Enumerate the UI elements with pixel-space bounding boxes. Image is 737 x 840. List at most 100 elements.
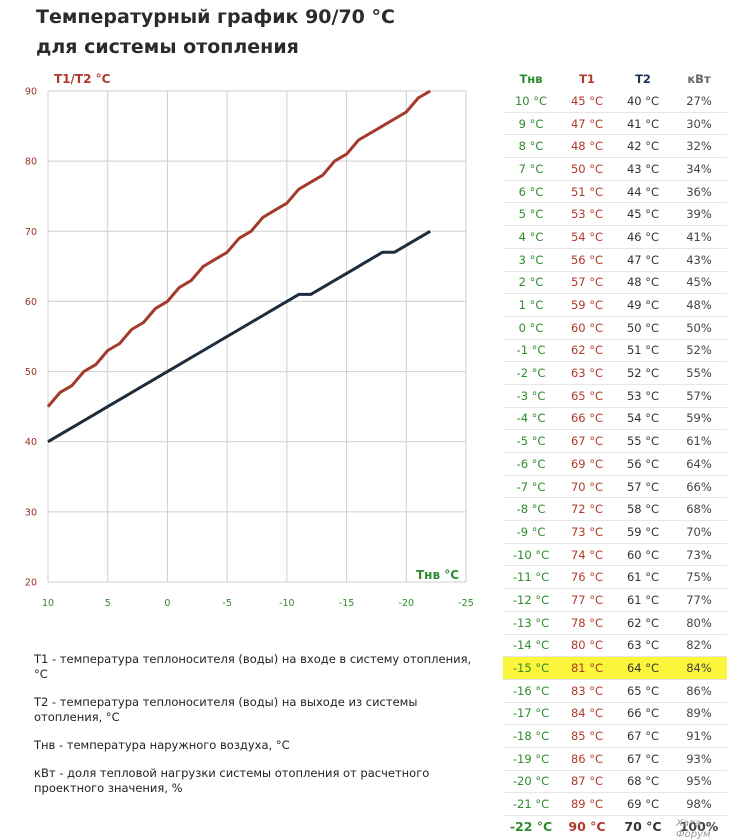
cell-t2: 40 °С xyxy=(615,90,671,113)
cell-kw: 32% xyxy=(671,134,727,159)
cell-t2: 52 °С xyxy=(615,361,671,385)
cell-kw: 50% xyxy=(671,316,727,340)
cell-kw: 91% xyxy=(671,724,727,748)
y-tick-label: 90 xyxy=(25,87,37,98)
cell-t1: 69 °С xyxy=(559,452,615,476)
cell-t2: 44 °С xyxy=(615,180,671,204)
table-row: 3 °С 56 °С 47 °С 43% xyxy=(503,248,727,272)
cell-t1: 70 °С xyxy=(559,475,615,499)
table-row: -20 °С 87 °С 68 °С 95% xyxy=(503,770,727,794)
cell-kw: 59% xyxy=(671,407,727,431)
table-row: -8 °С 72 °С 58 °С 68% xyxy=(503,497,727,522)
table-row: -11 °С 76 °С 61 °С 75% xyxy=(503,565,727,590)
table-row: -21 °С 89 °С 69 °С 98% xyxy=(503,792,727,816)
cell-tnv: -15 °С xyxy=(503,656,559,680)
y-tick-label: 80 xyxy=(25,157,37,168)
cell-tnv: -7 °С xyxy=(503,475,559,499)
cell-kw: 80% xyxy=(671,611,727,635)
cell-kw: 98% xyxy=(671,792,727,816)
table-row: 10 °С 45 °С 40 °С 27% xyxy=(503,90,727,113)
cell-t1: 74 °С xyxy=(559,543,615,567)
cell-t1: 80 °С xyxy=(559,634,615,658)
cell-t2: 57 °С xyxy=(615,475,671,499)
cell-tnv: 1 °С xyxy=(503,293,559,317)
cell-kw: 70% xyxy=(671,520,727,544)
cell-tnv: -9 °С xyxy=(503,520,559,544)
cell-kw: 48% xyxy=(671,293,727,317)
table-row: -13 °С 78 °С 62 °С 80% xyxy=(503,611,727,635)
chart-grid xyxy=(47,90,467,583)
y-tick-label: 60 xyxy=(25,297,37,308)
cell-t2: 53 °С xyxy=(615,384,671,408)
table-row: 8 °С 48 °С 42 °С 32% xyxy=(503,134,727,159)
header-tnv: Тнв xyxy=(519,72,543,86)
cell-t2: 46 °С xyxy=(615,225,671,249)
legend-item-kw: кВт - доля тепловой нагрузки системы ото… xyxy=(34,766,430,795)
cell-t1: 77 °С xyxy=(559,588,615,612)
y-tick-label: 70 xyxy=(25,227,37,238)
cell-kw: 36% xyxy=(671,180,727,204)
cell-tnv: 3 °С xyxy=(503,248,559,272)
cell-t2: 70 °С xyxy=(624,819,662,835)
y-tick-label: 20 xyxy=(25,578,37,589)
cell-t1: 90 °С xyxy=(568,819,606,835)
table-row: 9 °С 47 °С 41 °С 30% xyxy=(503,112,727,136)
cell-t2: 64 °С xyxy=(615,656,671,680)
cell-kw: 73% xyxy=(671,543,727,567)
cell-tnv: -4 °С xyxy=(503,407,559,431)
table-row: -1 °С 62 °С 51 °С 52% xyxy=(503,339,727,363)
x-tick-label: -10 xyxy=(279,598,295,609)
cell-t1: 72 °С xyxy=(559,497,615,522)
cell-t2: 47 °С xyxy=(615,248,671,272)
table-row: 2 °С 57 °С 48 °С 45% xyxy=(503,271,727,295)
table-row: -12 °С 77 °С 61 °С 77% xyxy=(503,588,727,612)
table-row: -7 °С 70 °С 57 °С 66% xyxy=(503,475,727,499)
cell-tnv: -20 °С xyxy=(503,770,559,794)
cell-kw: 93% xyxy=(671,747,727,771)
cell-tnv: 8 °С xyxy=(503,134,559,159)
cell-tnv: -1 °С xyxy=(503,339,559,363)
cell-t1: 76 °С xyxy=(559,565,615,590)
header-t2: Т2 xyxy=(635,72,651,86)
cell-kw: 34% xyxy=(671,157,727,181)
cell-t1: 50 °С xyxy=(559,157,615,181)
x-tick-label: -20 xyxy=(399,598,415,609)
cell-tnv: 6 °С xyxy=(503,180,559,204)
cell-t1: 60 °С xyxy=(559,316,615,340)
table-row: 4 °С 54 °С 46 °С 41% xyxy=(503,225,727,249)
x-tick-label: -15 xyxy=(339,598,355,609)
cell-kw: 39% xyxy=(671,202,727,227)
cell-t2: 55 °С xyxy=(615,429,671,453)
cell-t2: 63 °С xyxy=(615,634,671,658)
cell-t1: 51 °С xyxy=(559,180,615,204)
cell-t1: 45 °С xyxy=(559,90,615,113)
cell-tnv: -8 °С xyxy=(503,497,559,522)
cell-tnv: -12 °С xyxy=(503,588,559,612)
cell-kw: 75% xyxy=(671,565,727,590)
cell-t1: 67 °С xyxy=(559,429,615,453)
cell-tnv: -6 °С xyxy=(503,452,559,476)
cell-t2: 67 °С xyxy=(615,724,671,748)
cell-t2: 66 °С xyxy=(615,702,671,726)
x-tick-label: 10 xyxy=(42,598,54,609)
table-row: -14 °С 80 °С 63 °С 82% xyxy=(503,634,727,658)
cell-t2: 61 °С xyxy=(615,565,671,590)
x-tick-label: -5 xyxy=(222,598,231,609)
table-row: -22 °С 90 °С 70 °С 100% xyxy=(503,816,727,838)
cell-kw: 68% xyxy=(671,497,727,522)
cell-t1: 48 °С xyxy=(559,134,615,159)
cell-t2: 62 °С xyxy=(615,611,671,635)
cell-tnv: -21 °С xyxy=(503,792,559,816)
cell-t1: 78 °С xyxy=(559,611,615,635)
cell-t2: 59 °С xyxy=(615,520,671,544)
cell-t1: 85 °С xyxy=(559,724,615,748)
cell-t1: 62 °С xyxy=(559,339,615,363)
cell-tnv: -18 °С xyxy=(503,724,559,748)
cell-kw: 45% xyxy=(671,271,727,295)
cell-t1: 59 °С xyxy=(559,293,615,317)
cell-kw: 84% xyxy=(671,656,727,680)
cell-tnv: 5 °С xyxy=(503,202,559,227)
table-row: -3 °С 65 °С 53 °С 57% xyxy=(503,384,727,408)
cell-kw: 27% xyxy=(671,90,727,113)
cell-t1: 83 °С xyxy=(559,679,615,703)
